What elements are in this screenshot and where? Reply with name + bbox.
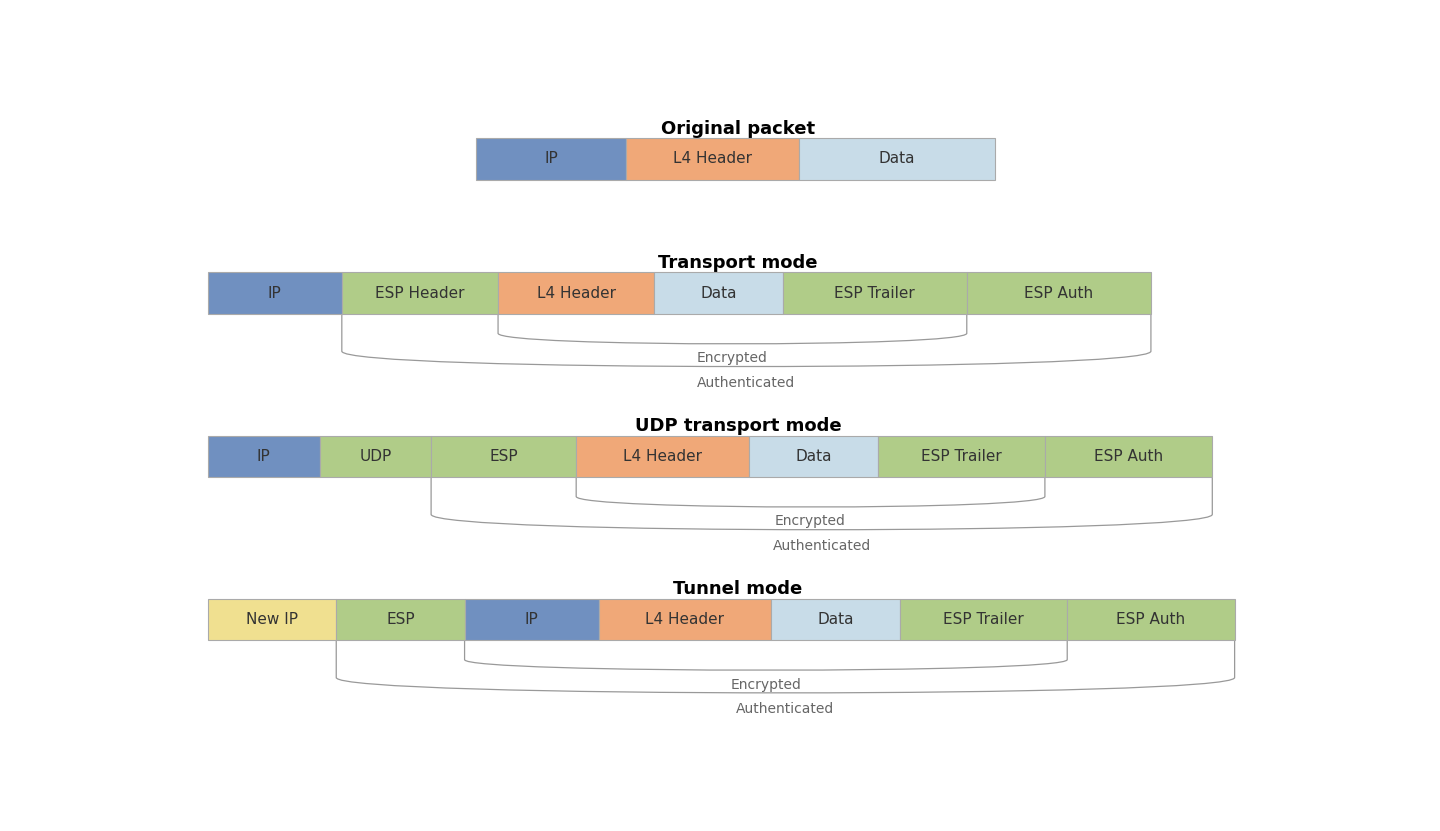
Text: ESP Auth: ESP Auth xyxy=(1024,286,1093,301)
Bar xyxy=(337,599,465,641)
Bar xyxy=(431,435,576,477)
Bar xyxy=(749,435,877,477)
Text: ESP Trailer: ESP Trailer xyxy=(920,449,1002,464)
Text: IP: IP xyxy=(268,286,282,301)
Text: L4 Header: L4 Header xyxy=(674,151,752,166)
Text: Data: Data xyxy=(795,449,831,464)
Text: Authenticated: Authenticated xyxy=(736,702,835,715)
Text: New IP: New IP xyxy=(246,612,298,627)
Text: L4 Header: L4 Header xyxy=(537,286,616,301)
Text: ESP Trailer: ESP Trailer xyxy=(943,612,1024,627)
Text: UDP transport mode: UDP transport mode xyxy=(635,417,841,435)
Bar xyxy=(877,435,1045,477)
Bar xyxy=(654,273,783,314)
Text: L4 Header: L4 Header xyxy=(645,612,724,627)
Text: ESP Auth: ESP Auth xyxy=(1094,449,1164,464)
Bar xyxy=(783,273,966,314)
Bar xyxy=(576,435,749,477)
Bar xyxy=(1045,435,1212,477)
Bar xyxy=(465,599,599,641)
Text: ESP Header: ESP Header xyxy=(376,286,465,301)
Text: Original packet: Original packet xyxy=(661,120,815,137)
Text: Data: Data xyxy=(700,286,737,301)
Text: Authenticated: Authenticated xyxy=(773,538,871,553)
Bar xyxy=(207,273,341,314)
Bar xyxy=(599,599,772,641)
Bar xyxy=(1067,599,1234,641)
Text: ESP Auth: ESP Auth xyxy=(1116,612,1185,627)
Text: Encrypted: Encrypted xyxy=(730,677,801,691)
Bar xyxy=(207,599,337,641)
Text: Tunnel mode: Tunnel mode xyxy=(674,580,802,598)
Bar xyxy=(772,599,900,641)
Text: L4 Header: L4 Header xyxy=(624,449,703,464)
Text: UDP: UDP xyxy=(359,449,392,464)
Text: Authenticated: Authenticated xyxy=(697,376,795,390)
Text: ESP: ESP xyxy=(490,449,518,464)
Text: IP: IP xyxy=(544,151,557,166)
Text: ESP: ESP xyxy=(386,612,415,627)
Text: Data: Data xyxy=(818,612,854,627)
Bar xyxy=(341,273,498,314)
Text: Encrypted: Encrypted xyxy=(775,514,845,529)
Bar xyxy=(626,138,799,179)
Bar xyxy=(475,138,626,179)
Text: Transport mode: Transport mode xyxy=(658,254,818,272)
Bar xyxy=(799,138,995,179)
Bar xyxy=(900,599,1067,641)
Bar xyxy=(207,435,320,477)
Text: Encrypted: Encrypted xyxy=(697,352,768,365)
Bar xyxy=(320,435,431,477)
Bar xyxy=(966,273,1151,314)
Text: IP: IP xyxy=(524,612,539,627)
Bar xyxy=(498,273,654,314)
Text: IP: IP xyxy=(256,449,271,464)
Text: ESP Trailer: ESP Trailer xyxy=(834,286,914,301)
Text: Data: Data xyxy=(878,151,916,166)
